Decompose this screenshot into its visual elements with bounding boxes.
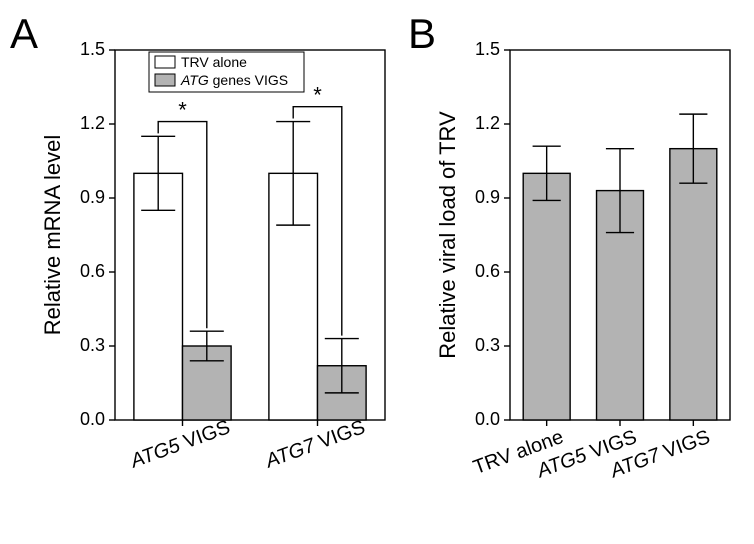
svg-text:Relative viral load of TRV: Relative viral load of TRV xyxy=(435,111,460,359)
svg-text:0.9: 0.9 xyxy=(475,187,500,207)
svg-text:0.3: 0.3 xyxy=(80,335,105,355)
svg-text:0.3: 0.3 xyxy=(475,335,500,355)
svg-text:1.2: 1.2 xyxy=(475,113,500,133)
svg-text:0.0: 0.0 xyxy=(475,409,500,429)
significance-star: * xyxy=(313,83,322,108)
chart-a: 0.0 0.3 0.6 0.9 1.2 1.5 Relative mRNA level ATG… xyxy=(25,30,405,530)
svg-text:ATG genes VIGS: ATG genes VIGS xyxy=(180,72,288,88)
legend: TRV alone ATG genes VIGS xyxy=(149,52,304,92)
svg-text:1.5: 1.5 xyxy=(80,39,105,59)
svg-text:0.0: 0.0 xyxy=(80,409,105,429)
svg-text:1.5: 1.5 xyxy=(475,39,500,59)
bar xyxy=(523,173,570,420)
svg-text:Relative mRNA level: Relative mRNA level xyxy=(40,135,65,336)
significance-star: * xyxy=(178,98,187,123)
x-tick-label: ATG5 VIGS xyxy=(127,416,233,473)
svg-text:0.6: 0.6 xyxy=(80,261,105,281)
svg-text:0.9: 0.9 xyxy=(80,187,105,207)
svg-text:0.6: 0.6 xyxy=(475,261,500,281)
bar xyxy=(670,149,717,420)
svg-text:1.2: 1.2 xyxy=(80,113,105,133)
svg-text:TRV alone: TRV alone xyxy=(181,54,247,70)
chart-b: 0.0 0.3 0.6 0.9 1.2 1.5 Relative viral load of… xyxy=(420,30,750,530)
x-tick-label: ATG7 VIGS xyxy=(262,416,368,473)
